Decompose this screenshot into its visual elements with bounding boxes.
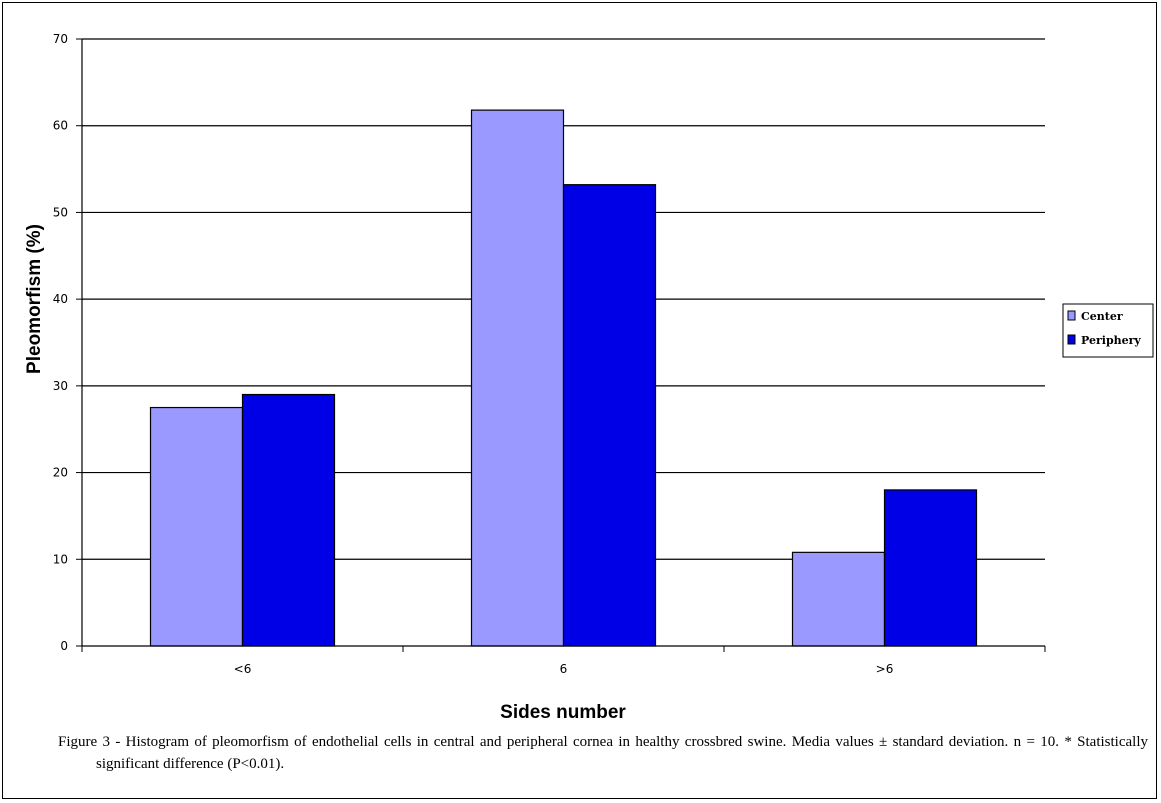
- x-axis-title: Sides number: [500, 702, 626, 723]
- legend-box: [1062, 303, 1154, 358]
- bar-center-0: [149, 406, 244, 647]
- y-tick-label: 60: [53, 119, 68, 133]
- bar-periphery-0: [241, 393, 336, 647]
- y-tick-label: 50: [53, 205, 68, 219]
- bar-periphery-2: [883, 489, 978, 647]
- y-axis-title: Pleomorfism (%): [24, 224, 45, 374]
- y-tick-label: 30: [53, 379, 68, 393]
- x-tick-labels: <6 6 >6: [234, 662, 894, 676]
- x-tick-label: >6: [876, 662, 894, 676]
- y-tick-labels: 0 10 20 30 40 50 60 70: [53, 32, 68, 653]
- y-tick-label: 0: [60, 639, 68, 653]
- bar-center-2: [791, 551, 886, 647]
- axes: [81, 39, 1046, 652]
- legend-label-periphery: Periphery: [1081, 334, 1141, 347]
- x-tick-label: 6: [560, 662, 568, 676]
- y-tick-label: 10: [53, 552, 68, 566]
- bar-center-1: [470, 109, 565, 647]
- bars: [149, 109, 978, 647]
- legend-label-center: Center: [1081, 310, 1123, 323]
- legend: Center Periphery: [1062, 303, 1154, 358]
- legend-swatch-periphery: [1067, 334, 1076, 345]
- y-tick-label: 70: [53, 32, 68, 46]
- bar-periphery-1: [562, 184, 657, 647]
- bar-chart: 0 10 20 30 40 50 60 70 <6 6 >6 Pleomorfism (%) Si…: [24, 32, 1154, 723]
- y-tick-label: 40: [53, 292, 68, 306]
- y-tick-label: 20: [53, 466, 68, 480]
- legend-swatch-center: [1067, 310, 1076, 321]
- x-tick-label: <6: [234, 662, 252, 676]
- figure-caption: Figure 3 - Histogram of pleomorfism of e…: [58, 734, 1148, 772]
